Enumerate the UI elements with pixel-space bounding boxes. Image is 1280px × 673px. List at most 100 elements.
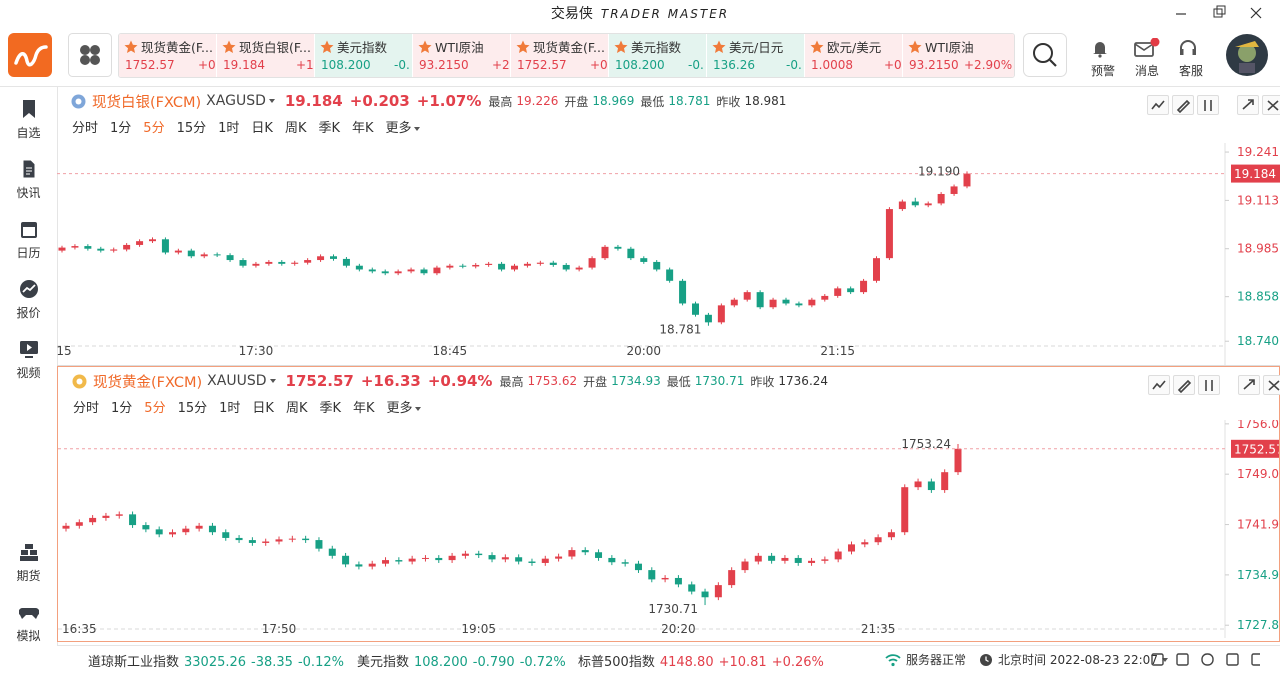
candle-body bbox=[653, 261, 661, 270]
ticker[interactable]: 现货黄金(F... 1752.57 +0. bbox=[511, 34, 609, 77]
search-button[interactable] bbox=[1023, 33, 1067, 77]
sidebar-item[interactable]: 模拟 bbox=[0, 602, 57, 644]
candle-body bbox=[459, 265, 467, 267]
y-tick-label: 18.740 bbox=[1237, 334, 1279, 348]
ticker[interactable]: WTI原油 93.2150 +2.90% bbox=[903, 34, 1014, 77]
status-tools[interactable] bbox=[1150, 650, 1260, 670]
ticker[interactable]: 现货白银(F... 19.184 +1. bbox=[217, 34, 315, 77]
candle-body bbox=[782, 299, 790, 304]
ticker-name: 美元指数 bbox=[631, 40, 682, 55]
symbol-code: XAGUSD bbox=[206, 93, 266, 109]
candle-body bbox=[89, 517, 97, 523]
candle-body bbox=[501, 557, 509, 560]
ticker-name: 现货黄金(F... bbox=[533, 40, 605, 55]
tool-button[interactable]: 消息 bbox=[1125, 38, 1169, 79]
panel-tool-button[interactable] bbox=[1263, 375, 1280, 395]
sidebar-item[interactable]: 报价 bbox=[0, 279, 57, 321]
candle-body bbox=[568, 550, 576, 557]
period-tab[interactable]: 1分 bbox=[110, 121, 132, 136]
index-quote[interactable]: 道琼斯工业指数 33025.26 -38.35 -0.12% bbox=[88, 651, 349, 670]
period-tab[interactable]: 年K bbox=[352, 121, 374, 136]
tool-button[interactable]: 客服 bbox=[1169, 38, 1213, 79]
y-tick-label: 18.858 bbox=[1237, 290, 1279, 304]
tool-glyph bbox=[1242, 99, 1254, 110]
tool-glyph bbox=[1176, 99, 1191, 114]
period-tab[interactable]: 日K bbox=[252, 401, 274, 416]
index-quote[interactable]: 美元指数 108.200 -0.790 -0.72% bbox=[357, 651, 571, 670]
panel-tool-button[interactable] bbox=[1238, 375, 1260, 395]
title-bar: 交易侠 TRADER MASTER bbox=[0, 0, 1280, 28]
ticker[interactable]: 欧元/美元 1.0008 +0. bbox=[805, 34, 903, 77]
sidebar-item[interactable]: 快讯 bbox=[0, 159, 57, 201]
candle-body bbox=[222, 532, 230, 538]
candle-body bbox=[674, 577, 682, 585]
star-icon bbox=[516, 40, 530, 53]
y-tick-label: 1741.97 bbox=[1237, 518, 1279, 532]
candle-body bbox=[330, 256, 337, 259]
menu-grid-button[interactable] bbox=[68, 33, 112, 77]
index-price: 33025.26 bbox=[184, 655, 247, 670]
period-tab[interactable]: 日K bbox=[251, 121, 273, 136]
panel-tool-button[interactable] bbox=[1148, 375, 1170, 395]
candle-body bbox=[808, 560, 816, 563]
sidebar-item[interactable]: 期货 bbox=[0, 542, 57, 584]
panel-tool-button[interactable] bbox=[1262, 95, 1280, 115]
ticker[interactable]: 现货黄金(F... 1752.57 +0. bbox=[119, 34, 217, 77]
ticker[interactable]: 美元指数 108.200 -0. bbox=[609, 34, 707, 77]
ticker[interactable]: 美元/日元 136.26 -0. bbox=[707, 34, 805, 77]
stat-value: 19.226 bbox=[516, 94, 559, 108]
candle-body bbox=[433, 267, 441, 274]
window-controls[interactable] bbox=[1160, 0, 1280, 28]
panel-tool-button[interactable] bbox=[1197, 95, 1219, 115]
period-bar: 分时 1分 5分 15分 1时 日K 周K 季K 年K 更多 bbox=[73, 397, 433, 416]
symbol-icon bbox=[71, 94, 86, 108]
period-tab[interactable]: 15分 bbox=[176, 121, 207, 136]
panel-tool-button[interactable] bbox=[1147, 95, 1169, 115]
glyph bbox=[1242, 99, 1254, 110]
panel-tool-button[interactable] bbox=[1172, 95, 1194, 115]
period-tab[interactable]: 15分 bbox=[177, 401, 208, 416]
period-tab[interactable]: 周K bbox=[285, 401, 308, 416]
candle-body bbox=[174, 250, 182, 253]
period-tab[interactable]: 5分 bbox=[144, 401, 166, 416]
period-tab[interactable]: 1时 bbox=[218, 121, 240, 136]
period-tab[interactable]: 更多 bbox=[386, 117, 420, 136]
star bbox=[810, 40, 824, 53]
icon bbox=[24, 544, 33, 549]
panel-tool-button[interactable] bbox=[1237, 95, 1259, 115]
sidebar-item[interactable]: 视频 bbox=[0, 339, 57, 381]
index-quote[interactable]: 标普500指数 4148.80 +10.81 +0.26% bbox=[578, 651, 829, 670]
candle-body bbox=[756, 292, 764, 308]
period-tab[interactable]: 1分 bbox=[111, 401, 133, 416]
period-tab[interactable]: 季K bbox=[318, 121, 340, 136]
sidebar-item[interactable]: 自选 bbox=[0, 99, 57, 141]
candle-body bbox=[730, 299, 738, 306]
star-icon bbox=[810, 40, 824, 53]
panel-tool-button[interactable] bbox=[1173, 375, 1195, 395]
candle-body bbox=[488, 555, 496, 560]
candle-body bbox=[84, 246, 92, 249]
candle-body bbox=[714, 585, 722, 598]
period-tab[interactable]: 年K bbox=[353, 401, 375, 416]
logo[interactable] bbox=[8, 33, 52, 77]
period-tab[interactable]: 分时 bbox=[72, 121, 99, 136]
period-tab[interactable]: 分时 bbox=[73, 401, 100, 416]
avatar[interactable] bbox=[1225, 33, 1269, 77]
candle-body bbox=[208, 525, 216, 533]
star-icon bbox=[614, 40, 628, 53]
period-tab[interactable]: 季K bbox=[319, 401, 341, 416]
candle-body bbox=[342, 555, 350, 565]
ticker[interactable]: 美元指数 108.200 -0. bbox=[315, 34, 413, 77]
icon bbox=[18, 607, 39, 619]
panel-tool-button[interactable] bbox=[1198, 375, 1220, 395]
ticker[interactable]: WTI原油 93.2150 +2. bbox=[413, 34, 511, 77]
stat-value: 1730.71 bbox=[694, 374, 745, 388]
tool-button[interactable]: 预警 bbox=[1081, 38, 1125, 79]
period-tab[interactable]: 周K bbox=[284, 121, 307, 136]
sidebar-item[interactable]: 日历 bbox=[0, 219, 57, 261]
candle-body bbox=[239, 260, 247, 266]
period-tab[interactable]: 1时 bbox=[219, 401, 241, 416]
period-tab[interactable]: 更多 bbox=[387, 397, 421, 416]
period-tab[interactable]: 5分 bbox=[143, 121, 165, 136]
